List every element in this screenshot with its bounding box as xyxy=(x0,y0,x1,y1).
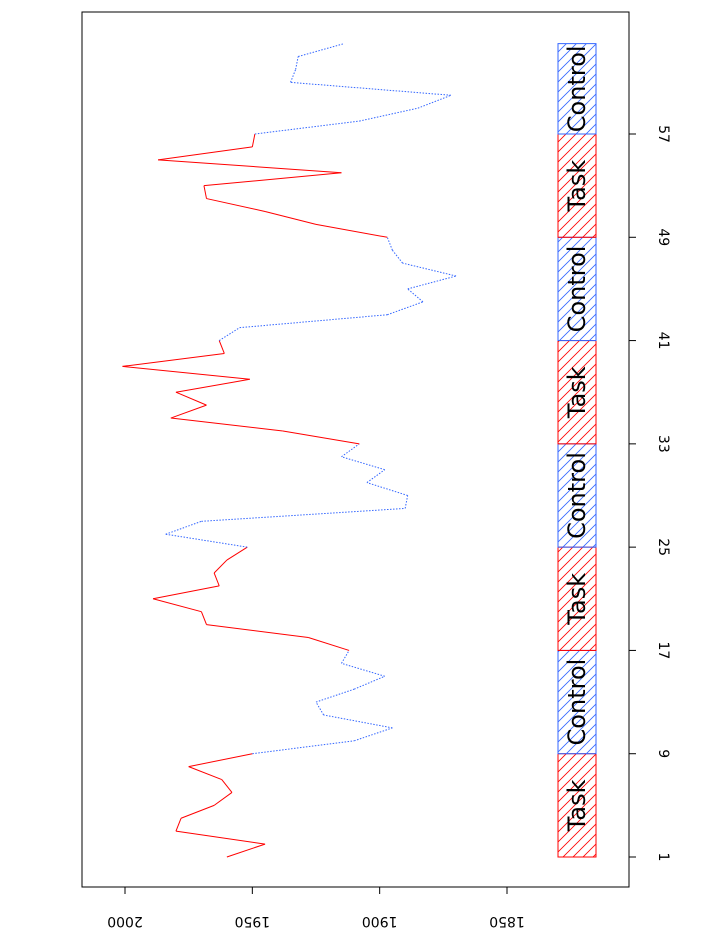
line-segment-43 xyxy=(387,301,424,316)
line-segment-9 xyxy=(252,740,355,755)
line-segment-60 xyxy=(290,81,452,96)
line-segment-18 xyxy=(206,624,309,639)
plot-frame xyxy=(81,11,630,888)
line-segment-17 xyxy=(308,637,350,651)
x-tick-label-6: 41 xyxy=(655,332,671,350)
y-tick-label-3: 1950 xyxy=(235,913,271,929)
line-segment-51 xyxy=(206,198,266,212)
line-segment-54 xyxy=(158,159,342,174)
line-segment-49 xyxy=(315,223,388,238)
x-tick-label-5: 33 xyxy=(655,435,671,453)
y-tick-label-1: 1850 xyxy=(489,913,525,929)
y-tick-label-4: 2000 xyxy=(107,913,143,929)
block-label-7: Task xyxy=(563,160,591,213)
x-tick-label-2: 9 xyxy=(655,749,671,758)
line-segment-29 xyxy=(366,482,408,496)
line-segment-10 xyxy=(354,727,393,742)
x-tick-label-1: 1 xyxy=(655,853,671,862)
line-segment-23 xyxy=(213,559,228,574)
x-tick-label-3: 17 xyxy=(655,642,671,660)
block-4-control xyxy=(557,443,597,548)
block-label-3: Task xyxy=(563,573,591,626)
line-segment-38 xyxy=(122,365,250,380)
line-segment-53 xyxy=(203,172,342,187)
line-segment-37 xyxy=(175,378,250,393)
line-segment-24 xyxy=(226,546,248,561)
line-segment-48 xyxy=(386,237,393,251)
line-segment-59 xyxy=(417,94,452,109)
condition-blocks: Task Control Task Control Task Control Task Con… xyxy=(557,43,597,858)
block-label-2: Control xyxy=(563,659,591,746)
line-segment-15 xyxy=(341,662,385,677)
line-segment-46 xyxy=(402,262,457,277)
block-5-task xyxy=(557,340,597,445)
block-label-5: Task xyxy=(563,366,591,419)
line-segment-45 xyxy=(407,275,457,290)
block-label-6: Control xyxy=(563,246,591,333)
line-segment-52 xyxy=(203,185,207,199)
line-segment-42 xyxy=(239,314,388,329)
block-7-task xyxy=(557,133,597,238)
line-segment-27 xyxy=(201,507,406,522)
line-segment-56 xyxy=(251,133,256,148)
line-segment-1 xyxy=(226,843,266,858)
line-segment-58 xyxy=(359,107,418,122)
line-segment-6 xyxy=(221,779,233,793)
line-segment-55 xyxy=(158,146,253,161)
line-segment-26 xyxy=(165,520,202,535)
line-segment-34 xyxy=(170,417,283,432)
axes: 1 9 17 25 33 41 49 57 1850 1900 1950 2000 xyxy=(107,125,671,929)
line-segment-28 xyxy=(404,495,409,509)
block-1-task xyxy=(557,753,597,858)
line-segment-25 xyxy=(165,533,248,548)
data-lines xyxy=(122,43,457,858)
line-segment-41 xyxy=(218,327,240,341)
line-segment-32 xyxy=(341,443,360,458)
x-tick-label-8: 57 xyxy=(655,125,671,143)
line-segment-2 xyxy=(175,830,266,845)
line-segment-63 xyxy=(298,43,345,58)
line-segment-22 xyxy=(213,572,220,587)
line-segment-3 xyxy=(175,818,182,832)
block-label-4: Control xyxy=(563,452,591,539)
line-segment-5 xyxy=(213,792,233,806)
x-tick-label-7: 49 xyxy=(655,228,671,246)
line-segment-39 xyxy=(122,352,225,367)
line-segment-33 xyxy=(282,430,360,445)
line-segment-35 xyxy=(170,404,207,419)
line-segment-31 xyxy=(341,456,385,471)
line-segment-20 xyxy=(152,598,202,613)
line-segment-4 xyxy=(180,804,215,819)
x-tick-label-4: 25 xyxy=(655,538,671,556)
block-6-control xyxy=(557,236,597,342)
line-segment-50 xyxy=(264,210,317,225)
line-segment-47 xyxy=(392,249,403,264)
line-segment-13 xyxy=(315,688,355,703)
line-segment-16 xyxy=(341,650,350,664)
line-segment-14 xyxy=(354,675,385,690)
line-segment-19 xyxy=(200,611,207,625)
line-segment-30 xyxy=(366,469,386,483)
block-label-8: Control xyxy=(563,45,591,132)
block-label-1: Task xyxy=(563,779,591,832)
line-segment-40 xyxy=(218,340,225,354)
line-segment-12 xyxy=(315,701,325,716)
block-8-control xyxy=(557,43,597,135)
line-segment-7 xyxy=(188,766,222,781)
line-segment-61 xyxy=(290,69,297,83)
block-2-control xyxy=(557,649,597,755)
line-segment-11 xyxy=(323,714,393,729)
line-segment-8 xyxy=(188,753,253,768)
line-segment-36 xyxy=(175,391,207,406)
line-segment-57 xyxy=(254,120,360,135)
y-tick-label-2: 1900 xyxy=(362,913,398,929)
line-segment-21 xyxy=(152,585,220,600)
line-segment-62 xyxy=(295,56,299,70)
line-segment-44 xyxy=(407,288,424,303)
